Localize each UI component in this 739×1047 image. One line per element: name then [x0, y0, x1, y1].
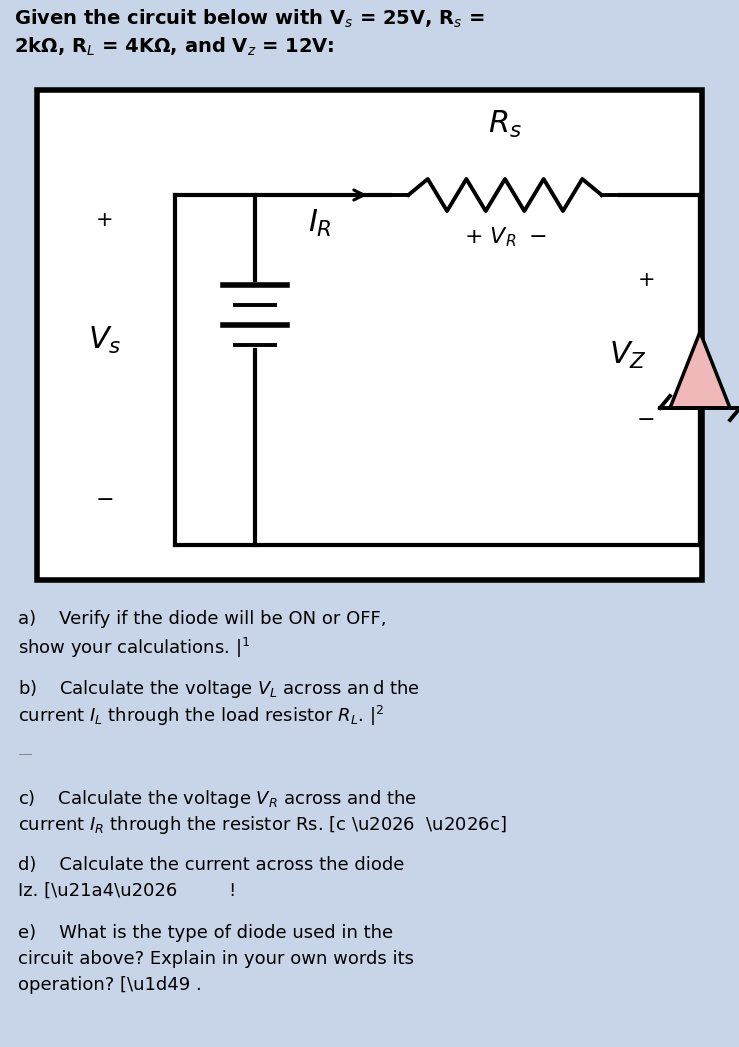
- Text: d)    Calculate the current across the diode: d) Calculate the current across the diod…: [18, 856, 404, 874]
- Text: $+\ V_R\ -$: $+\ V_R\ -$: [464, 225, 546, 248]
- Text: $\overline{\;\;\;}$: $\overline{\;\;\;}$: [18, 747, 31, 760]
- Text: Iz. [\u21a4\u2026         !: Iz. [\u21a4\u2026 !: [18, 882, 236, 900]
- Text: +: +: [637, 270, 655, 290]
- Text: $V_s$: $V_s$: [88, 325, 122, 356]
- Text: e)    What is the type of diode used in the: e) What is the type of diode used in the: [18, 925, 393, 942]
- Text: −: −: [95, 490, 115, 510]
- Text: 2kΩ, R$_L$ = 4KΩ, and V$_z$ = 12V:: 2kΩ, R$_L$ = 4KΩ, and V$_z$ = 12V:: [14, 36, 335, 59]
- Text: current $I_R$ through the resistor Rs. [c \u2026  \u2026c]: current $I_R$ through the resistor Rs. […: [18, 814, 506, 836]
- Text: Given the circuit below with V$_s$ = 25V, R$_s$ =: Given the circuit below with V$_s$ = 25V…: [14, 8, 485, 30]
- Text: a)    Verify if the diode will be ON or OFF,: a) Verify if the diode will be ON or OFF…: [18, 610, 386, 628]
- Text: −: −: [636, 410, 655, 430]
- Text: operation? [\u1d49 .: operation? [\u1d49 .: [18, 976, 202, 994]
- Text: show your calculations. |$^1$: show your calculations. |$^1$: [18, 636, 250, 660]
- Text: $R_s$: $R_s$: [488, 109, 522, 140]
- Bar: [37, 90, 702, 580]
- Bar: [37, 90, 702, 580]
- Text: b)    Calculate the voltage $V_L$ across an$\,$d the: b) Calculate the voltage $V_L$ across an…: [18, 678, 420, 700]
- Text: $I_R$: $I_R$: [308, 208, 332, 239]
- Text: +: +: [96, 210, 114, 230]
- Text: $V_Z$: $V_Z$: [609, 339, 647, 371]
- Text: current $I_L$ through the load resistor $R_L$. |$^2$: current $I_L$ through the load resistor …: [18, 704, 384, 728]
- Text: circuit above? Explain in your own words its: circuit above? Explain in your own words…: [18, 950, 414, 968]
- Polygon shape: [670, 332, 730, 408]
- Text: c)    Calculate the voltage $V_R$ across and the: c) Calculate the voltage $V_R$ across an…: [18, 788, 417, 810]
